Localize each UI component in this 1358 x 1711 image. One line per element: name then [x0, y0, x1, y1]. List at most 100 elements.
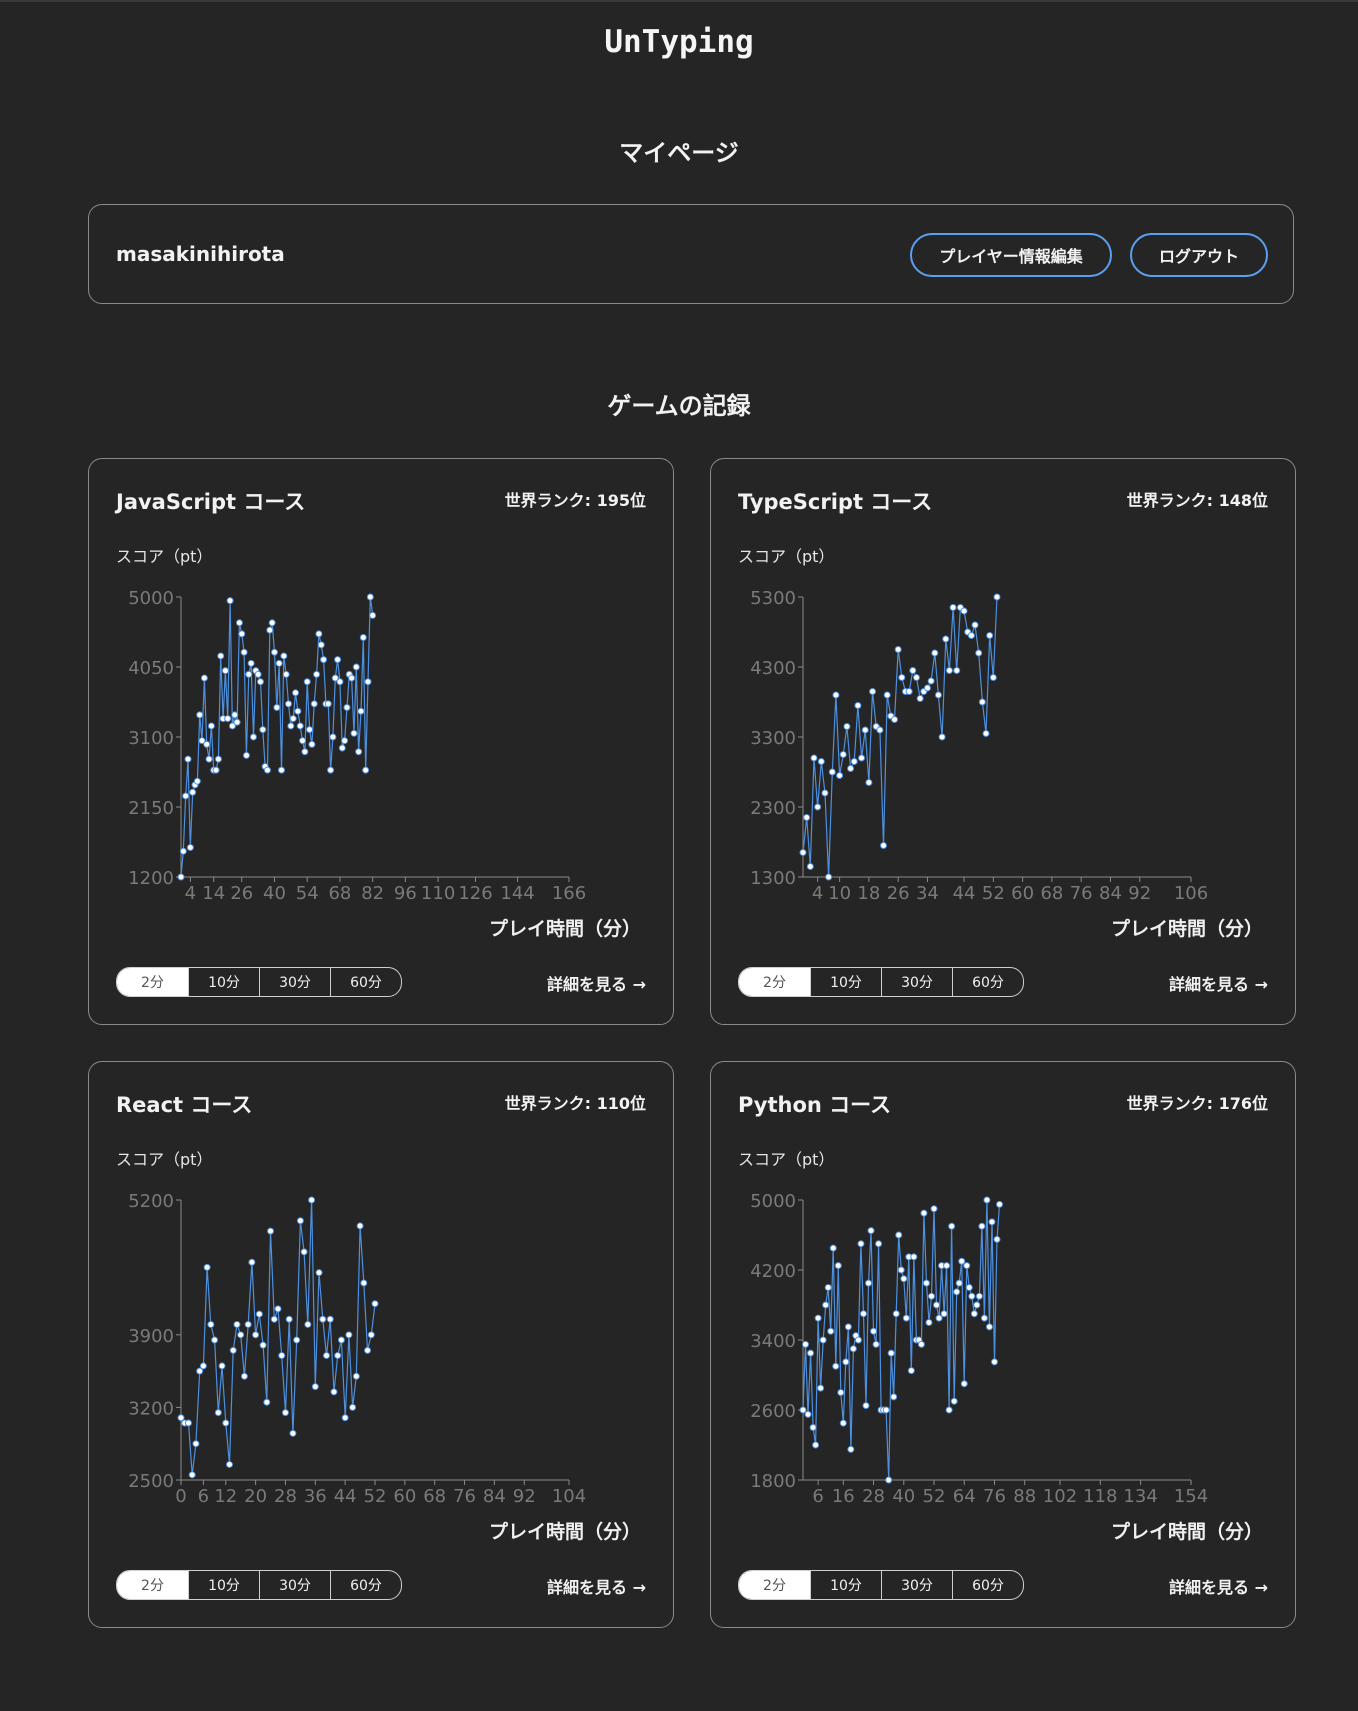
duration-option-60min[interactable]: 60分: [330, 968, 401, 996]
score-point: [355, 748, 363, 756]
score-point: [226, 1460, 233, 1468]
score-point: [367, 1331, 375, 1339]
score-point: [320, 656, 328, 664]
y-axis-label: スコア（pt）: [738, 547, 835, 566]
score-point: [953, 1288, 961, 1296]
score-point: [319, 1315, 327, 1323]
duration-option-10min[interactable]: 10分: [188, 1571, 259, 1599]
score-point: [238, 630, 246, 638]
duration-option-10min[interactable]: 10分: [188, 968, 259, 996]
course-card-javascript: JavaScript コース 世界ランク: 195位 スコア（pt） プレイ時間…: [88, 458, 674, 1025]
x-tick-label: 84: [1099, 883, 1122, 904]
score-point: [280, 652, 288, 660]
score-point: [837, 1389, 845, 1396]
course-title: JavaScript コース: [116, 490, 306, 514]
y-tick-label: 2600: [750, 1401, 796, 1422]
score-point: [927, 1292, 935, 1300]
duration-option-30min[interactable]: 30分: [259, 1571, 330, 1599]
score-point: [825, 873, 833, 881]
score-point: [989, 674, 997, 681]
score-point: [285, 700, 293, 708]
score-point: [366, 593, 374, 601]
view-details-link[interactable]: 詳細を見る →: [1169, 975, 1268, 994]
score-point: [336, 678, 344, 686]
score-point: [859, 1310, 867, 1318]
x-tick-label: 68: [1040, 883, 1063, 904]
duration-option-60min[interactable]: 60分: [952, 968, 1023, 996]
app-title: UnTyping: [604, 24, 754, 60]
duration-option-2min[interactable]: 2分: [117, 968, 188, 996]
duration-option-30min[interactable]: 30分: [881, 1571, 952, 1599]
score-point: [834, 1262, 842, 1270]
y-tick-label: 1800: [750, 1471, 796, 1492]
score-point: [973, 1301, 981, 1309]
view-details-link[interactable]: 詳細を見る →: [547, 1578, 646, 1597]
score-point: [948, 1222, 956, 1230]
y-tick-label: 2500: [128, 1471, 174, 1492]
score-point: [205, 755, 213, 763]
y-tick-label: 4200: [750, 1261, 796, 1282]
user-card: masakinihirota プレイヤー情報編集 ログアウト: [88, 204, 1294, 304]
y-tick-label: 2300: [750, 798, 796, 819]
world-rank: 世界ランク: 195位: [504, 491, 646, 510]
x-axis-label: プレイ時間（分）: [489, 1520, 641, 1543]
score-point: [940, 1310, 948, 1318]
score-point: [356, 1222, 364, 1230]
view-details-link[interactable]: 詳細を見る →: [1169, 1578, 1268, 1597]
score-point: [259, 1341, 267, 1349]
score-point: [887, 1349, 895, 1357]
score-point: [289, 715, 297, 723]
x-tick-label: 68: [423, 1486, 446, 1507]
duration-option-30min[interactable]: 30分: [881, 968, 952, 996]
view-details-link[interactable]: 詳細を見る →: [547, 975, 646, 994]
y-tick-label: 4300: [750, 658, 796, 679]
score-point: [285, 1315, 293, 1323]
score-point: [843, 723, 851, 730]
score-point: [326, 1315, 334, 1323]
x-tick-label: 102: [1043, 1486, 1077, 1507]
x-tick-label: 6: [198, 1486, 209, 1507]
logout-button[interactable]: ログアウト: [1130, 233, 1268, 277]
edit-player-info-button[interactable]: プレイヤー情報編集: [910, 233, 1112, 277]
score-point: [980, 1314, 988, 1322]
score-point: [832, 1362, 840, 1370]
course-title: React コース: [116, 1093, 253, 1117]
duration-option-2min[interactable]: 2分: [117, 1571, 188, 1599]
duration-option-2min[interactable]: 2分: [739, 968, 810, 996]
score-point: [821, 789, 829, 797]
x-tick-label: 76: [983, 1486, 1006, 1507]
duration-option-60min[interactable]: 60分: [952, 1571, 1023, 1599]
score-point: [802, 1340, 810, 1348]
score-point: [207, 1320, 215, 1328]
y-axis-label: スコア（pt）: [116, 1150, 213, 1169]
duration-option-10min[interactable]: 10分: [810, 968, 881, 996]
score-point: [847, 765, 855, 772]
score-point: [254, 670, 262, 678]
x-tick-label: 76: [1070, 883, 1093, 904]
duration-toggle: 2分 10分 30分 60分: [738, 1570, 1024, 1600]
score-point: [199, 1362, 207, 1370]
duration-option-30min[interactable]: 30分: [259, 968, 330, 996]
duration-option-2min[interactable]: 2分: [739, 1571, 810, 1599]
score-point: [294, 707, 302, 715]
score-point: [268, 619, 276, 627]
score-point: [233, 718, 241, 726]
score-point: [292, 689, 300, 697]
x-tick-label: 44: [953, 883, 976, 904]
score-point: [313, 670, 321, 678]
duration-option-60min[interactable]: 60分: [330, 1571, 401, 1599]
duration-option-10min[interactable]: 10分: [810, 1571, 881, 1599]
score-series-line: [180, 1199, 376, 1475]
score-point: [281, 1409, 289, 1417]
x-tick-label: 60: [1011, 883, 1034, 904]
score-point: [958, 1257, 966, 1265]
score-point: [345, 1331, 353, 1339]
score-point: [235, 619, 243, 627]
score-point: [184, 755, 192, 763]
score-point: [917, 1340, 925, 1348]
score-point: [196, 711, 204, 719]
score-point: [273, 704, 281, 712]
score-point: [360, 1279, 368, 1287]
score-point: [817, 758, 825, 765]
x-tick-label: 64: [953, 1486, 976, 1507]
